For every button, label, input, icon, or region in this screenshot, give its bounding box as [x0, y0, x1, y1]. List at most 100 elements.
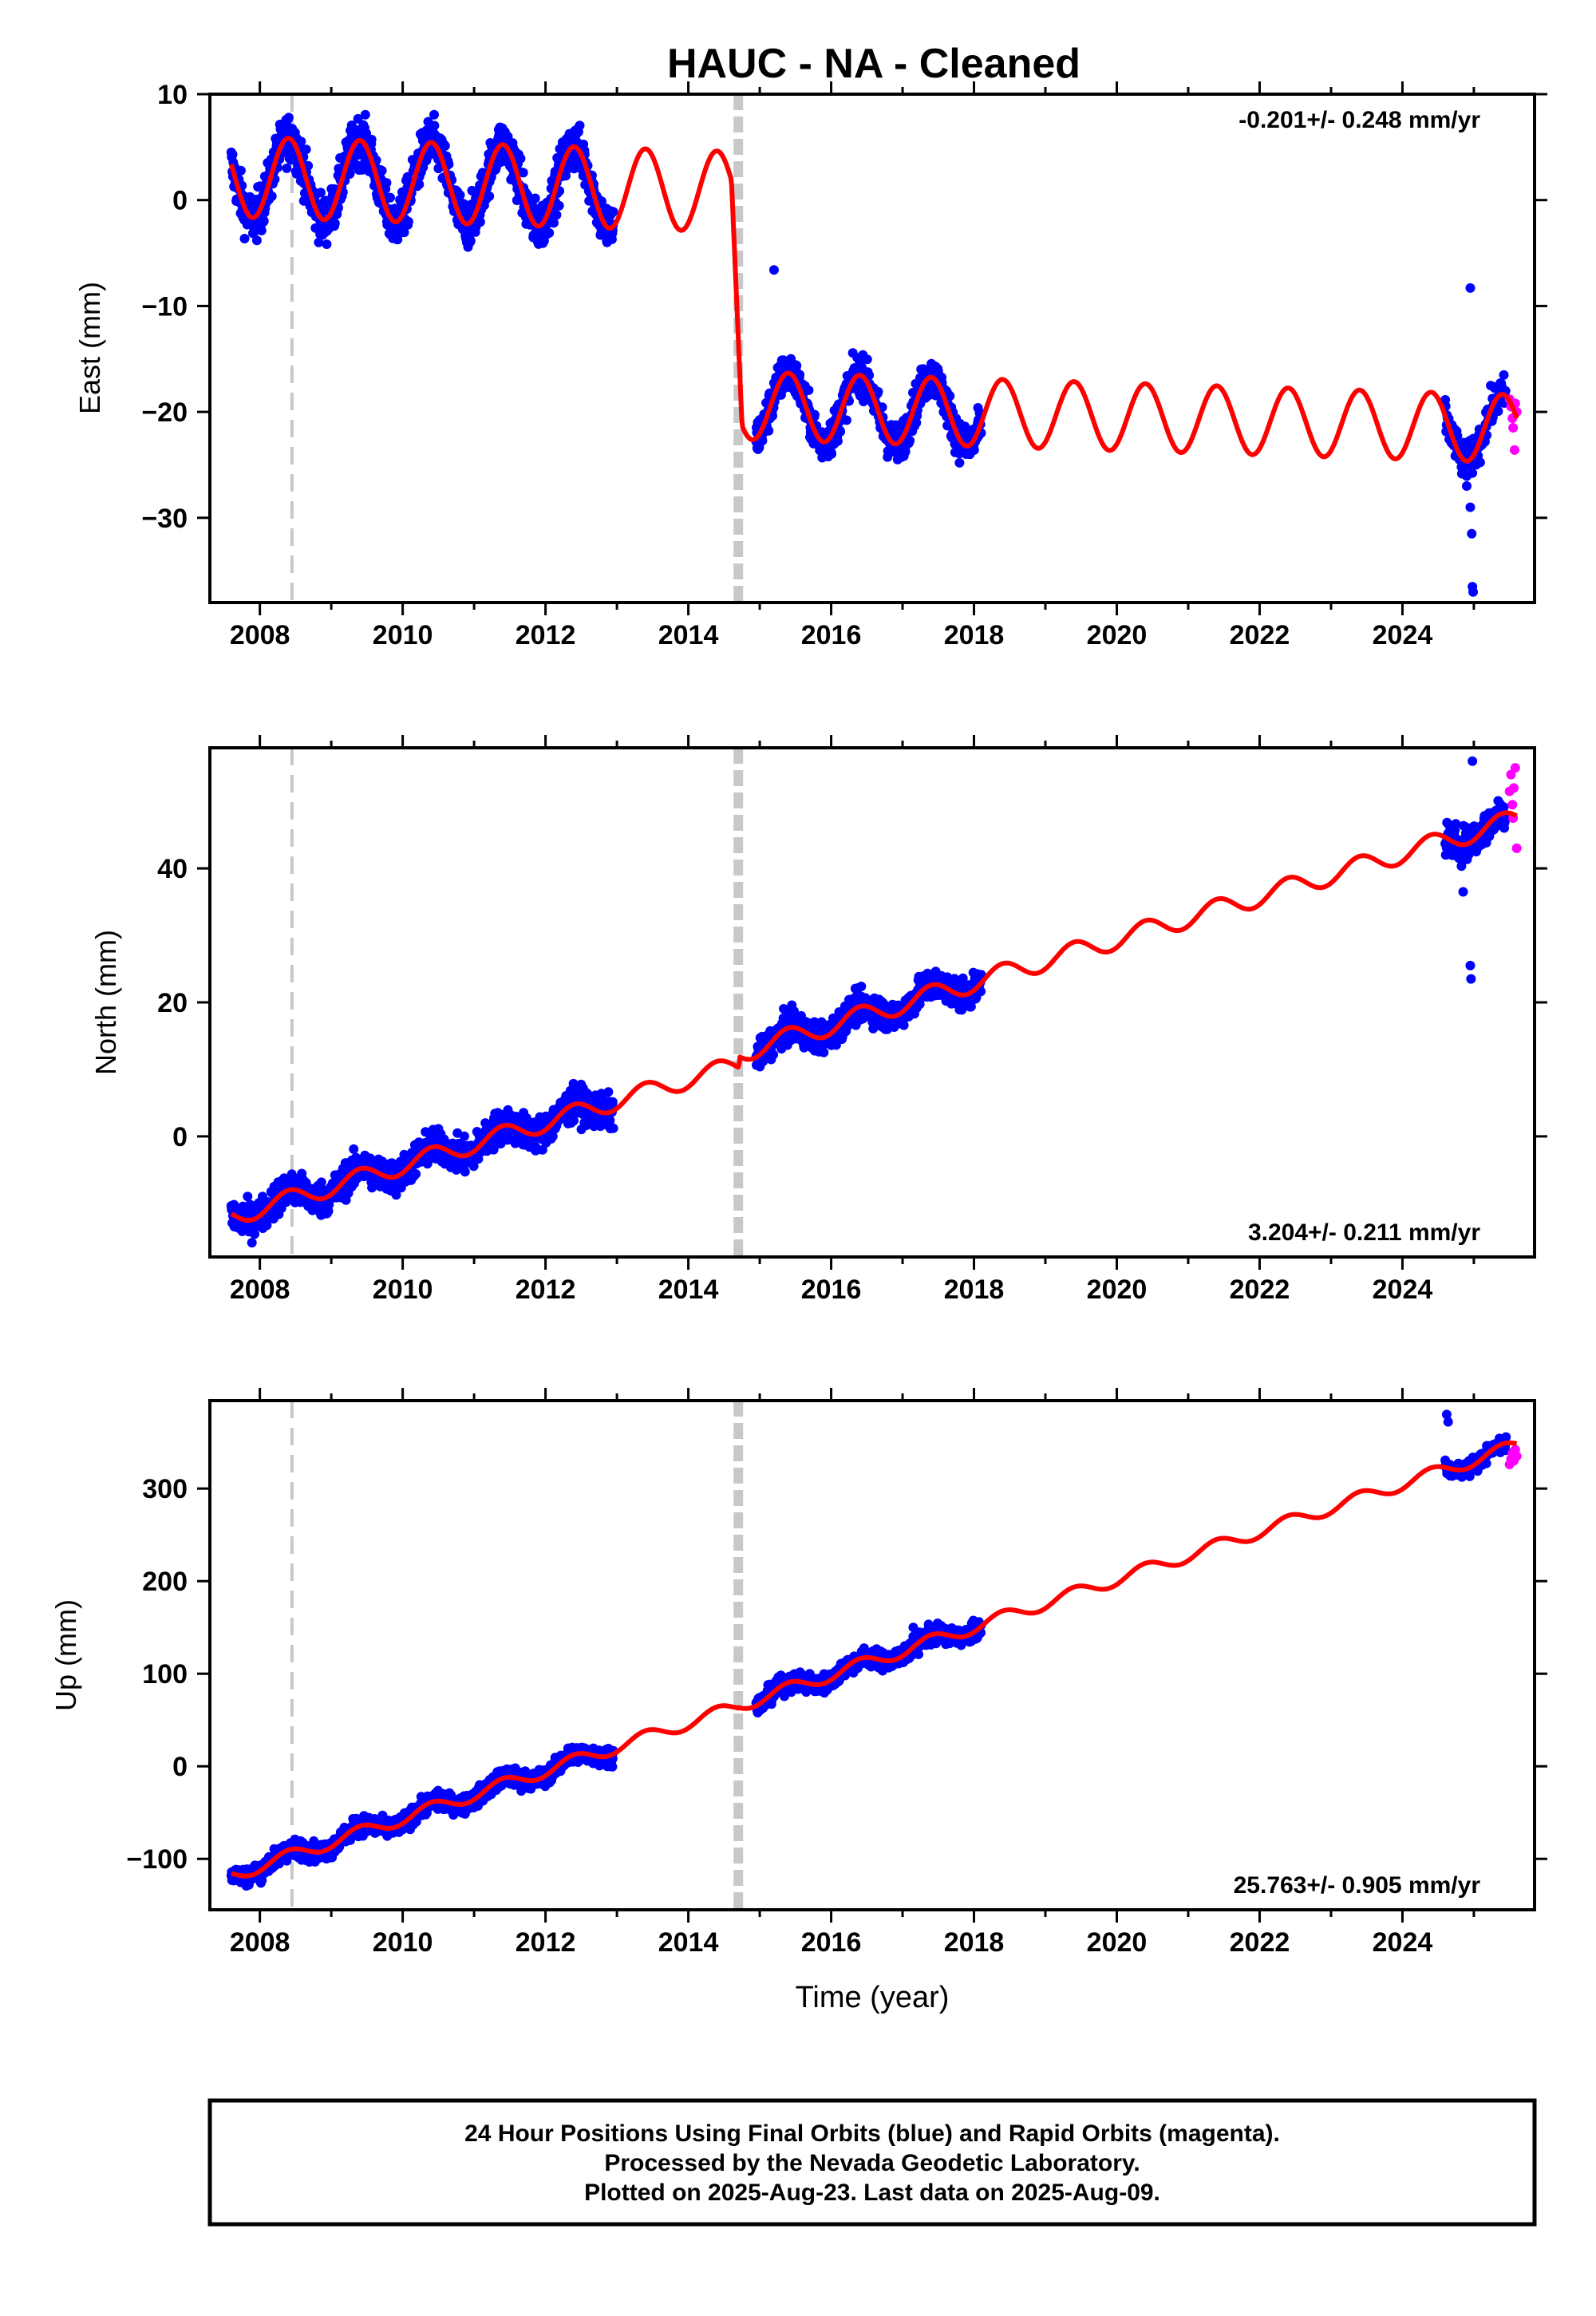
data-point: [256, 225, 267, 235]
panel-up-plot: [226, 1401, 1522, 1910]
data-point: [569, 1116, 579, 1126]
panel-east-axes: 2008 2010 2012 2014 2016 2018 2020 2022 2024100−…: [141, 80, 1547, 650]
y-tick-label: 0: [172, 1122, 188, 1152]
panel-up-marks: [226, 1401, 1522, 1910]
data-point: [440, 140, 450, 151]
data-point: [575, 121, 585, 131]
outlier-point: [1465, 960, 1476, 970]
data-point: [597, 196, 606, 207]
y-tick-label: 10: [157, 80, 188, 110]
data-point: [905, 436, 915, 446]
data-point: [551, 210, 562, 220]
data-point: [832, 436, 843, 446]
data-point: [484, 191, 495, 201]
panel-east-ylabel: East (mm): [73, 282, 106, 414]
y-tick-label: −20: [141, 397, 188, 428]
data-point: [841, 415, 851, 425]
data-point: [764, 425, 774, 436]
data-point: [403, 216, 413, 227]
final-orbit-points: [226, 796, 1511, 1248]
x-tick-label: 2014: [658, 1275, 719, 1305]
data-point: [247, 1238, 257, 1248]
data-point: [603, 1087, 614, 1097]
data-point: [768, 1049, 779, 1060]
data-point: [399, 227, 409, 238]
y-tick-label: 0: [172, 186, 188, 216]
data-point: [915, 999, 925, 1010]
data-point: [1475, 457, 1485, 468]
data-point: [969, 445, 979, 455]
x-tick-label: 2008: [230, 1275, 290, 1305]
panel-north-marks: [226, 748, 1522, 1257]
data-point: [360, 109, 370, 120]
data-point: [544, 227, 555, 238]
data-point: [267, 191, 277, 201]
data-point: [314, 237, 324, 247]
data-point: [460, 1167, 470, 1177]
rapid-orbit-point: [1510, 763, 1520, 773]
outlier-point: [1461, 481, 1472, 492]
panel-north-rate: 3.204+/- 0.211 mm/yr: [1248, 1219, 1480, 1246]
data-point: [473, 1154, 484, 1164]
outlier-point: [1465, 283, 1476, 293]
panel-north: North (mm) 3.204+/- 0.211 mm/yr 2008 2010…: [89, 735, 1547, 1305]
model-curve: [228, 136, 1519, 464]
data-point: [414, 180, 425, 189]
data-point: [262, 1220, 272, 1231]
y-tick-label: 20: [157, 988, 188, 1018]
data-point: [345, 168, 355, 179]
data-point: [795, 370, 805, 380]
data-point: [250, 1229, 259, 1239]
data-point: [945, 391, 955, 401]
x-tick-label: 2018: [944, 620, 1005, 650]
data-point: [455, 190, 465, 200]
data-point: [385, 192, 395, 203]
data-point: [958, 973, 968, 983]
data-point: [243, 1192, 253, 1202]
data-point: [322, 239, 332, 249]
data-point: [381, 178, 392, 188]
outlier-point: [1465, 502, 1476, 512]
data-point: [296, 136, 306, 147]
data-point: [330, 218, 340, 228]
data-point: [1493, 406, 1503, 417]
panel-east-marks: [226, 94, 1522, 603]
data-point: [549, 218, 559, 228]
data-point: [429, 121, 440, 131]
data-point: [581, 1120, 591, 1130]
data-point: [527, 201, 538, 211]
data-point: [303, 160, 314, 171]
data-point: [873, 386, 883, 397]
x-tick-label: 2016: [801, 620, 862, 650]
panel-east: East (mm) -0.201+/- 0.248 mm/yr 2008 2010…: [73, 80, 1547, 650]
data-point: [1456, 861, 1467, 871]
figure-title: HAUC - NA - Cleaned: [667, 41, 1080, 87]
outlier-point: [768, 265, 779, 275]
outlier-point: [1468, 587, 1479, 597]
outlier-point: [1466, 974, 1476, 984]
data-point: [899, 1020, 909, 1030]
data-point: [459, 1131, 469, 1141]
x-tick-label: 2016: [801, 1275, 862, 1305]
data-point: [954, 457, 965, 468]
x-tick-label: 2014: [658, 620, 719, 650]
x-tick-label: 2022: [1230, 1275, 1290, 1305]
data-point: [1468, 468, 1478, 478]
model-curve: [230, 810, 1519, 1223]
x-tick-label: 2020: [1087, 1275, 1148, 1305]
data-point: [942, 972, 953, 982]
outlier-point: [1468, 756, 1478, 766]
x-tick-label: 2020: [1087, 620, 1148, 650]
data-point: [259, 215, 269, 226]
data-point: [911, 417, 922, 428]
data-point: [1499, 802, 1509, 812]
data-point: [361, 128, 371, 138]
outlier-point: [1458, 887, 1468, 897]
data-point: [836, 427, 845, 437]
data-point: [547, 1131, 558, 1141]
data-point: [1451, 819, 1461, 829]
data-point: [227, 149, 238, 160]
x-tick-label: 2010: [373, 620, 433, 650]
data-point: [283, 113, 294, 123]
